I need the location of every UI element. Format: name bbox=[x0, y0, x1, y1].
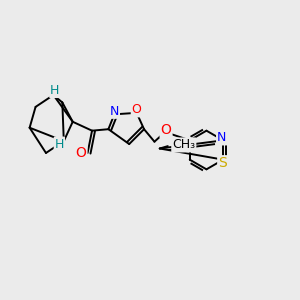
Text: H: H bbox=[55, 138, 64, 151]
Text: S: S bbox=[218, 156, 227, 170]
Text: H: H bbox=[50, 84, 60, 97]
Text: N: N bbox=[110, 105, 119, 118]
Text: N: N bbox=[217, 131, 226, 145]
Text: O: O bbox=[76, 146, 86, 160]
Text: O: O bbox=[132, 103, 142, 116]
Text: CH₃: CH₃ bbox=[172, 138, 195, 152]
Text: O: O bbox=[160, 123, 172, 137]
